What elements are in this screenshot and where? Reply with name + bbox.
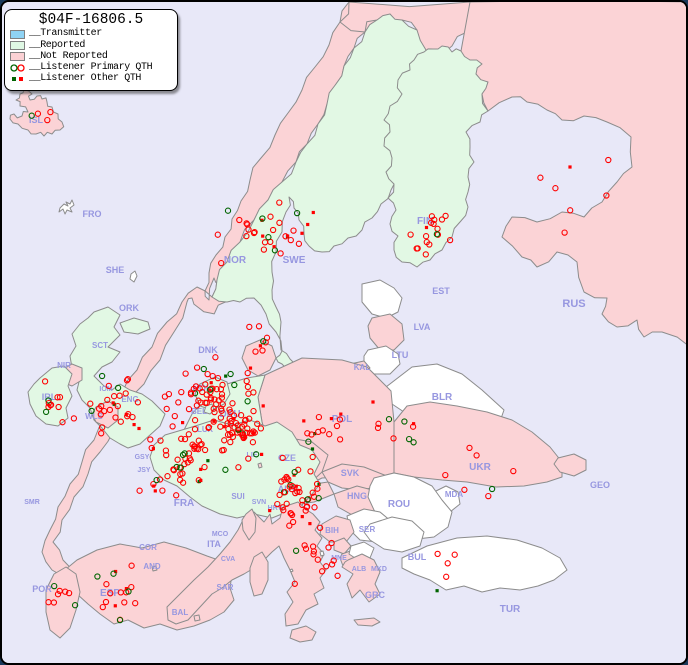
svg-text:SMR: SMR xyxy=(24,499,40,506)
svg-text:BIH: BIH xyxy=(325,526,339,535)
svg-text:KAL: KAL xyxy=(354,363,371,372)
svg-text:SHE: SHE xyxy=(106,265,125,275)
svg-text:POR: POR xyxy=(32,584,52,594)
svg-text:ISL: ISL xyxy=(29,115,44,125)
svg-text:GEO: GEO xyxy=(590,480,610,490)
svg-text:COR: COR xyxy=(139,543,157,552)
svg-text:SVK: SVK xyxy=(341,468,360,478)
svg-text:EST: EST xyxy=(432,286,450,296)
svg-text:ITA: ITA xyxy=(207,539,221,549)
svg-text:BLR: BLR xyxy=(432,392,453,403)
svg-text:ENG: ENG xyxy=(121,395,138,404)
svg-text:SVN: SVN xyxy=(252,499,266,506)
svg-text:SER: SER xyxy=(359,525,376,534)
svg-text:SUI: SUI xyxy=(231,492,244,501)
svg-text:TUR: TUR xyxy=(500,604,521,615)
svg-text:NOR: NOR xyxy=(224,255,247,266)
svg-text:ROU: ROU xyxy=(388,499,410,510)
svg-text:AND: AND xyxy=(143,562,161,571)
svg-text:WLS: WLS xyxy=(85,412,103,421)
svg-text:MKD: MKD xyxy=(371,566,387,573)
svg-text:BEL: BEL xyxy=(191,407,207,416)
svg-text:DNK: DNK xyxy=(198,345,218,355)
svg-text:FRO: FRO xyxy=(83,209,102,219)
svg-text:MDA: MDA xyxy=(445,490,463,499)
svg-text:LVA: LVA xyxy=(414,322,431,332)
svg-text:GSY: GSY xyxy=(135,454,150,461)
svg-text:UKR: UKR xyxy=(469,462,491,473)
svg-text:SAR: SAR xyxy=(217,583,234,592)
svg-text:CVA: CVA xyxy=(221,556,235,563)
svg-text:LTU: LTU xyxy=(392,350,409,360)
svg-text:GRC: GRC xyxy=(365,590,386,600)
svg-text:ALB: ALB xyxy=(352,566,366,573)
svg-text:BUL: BUL xyxy=(408,552,427,562)
svg-text:ESP: ESP xyxy=(100,588,120,599)
svg-text:ORK: ORK xyxy=(119,303,140,313)
svg-text:CZE: CZE xyxy=(278,453,296,463)
svg-text:NIR: NIR xyxy=(57,361,71,370)
svg-text:FRA: FRA xyxy=(174,498,195,509)
svg-text:SWE: SWE xyxy=(283,255,306,266)
svg-text:HNG: HNG xyxy=(347,491,367,501)
svg-text:JSY: JSY xyxy=(137,467,151,474)
svg-text:RUS: RUS xyxy=(562,298,585,310)
svg-text:BAL: BAL xyxy=(172,608,189,617)
svg-text:MCO: MCO xyxy=(212,531,229,538)
svg-text:SCT: SCT xyxy=(92,341,108,350)
